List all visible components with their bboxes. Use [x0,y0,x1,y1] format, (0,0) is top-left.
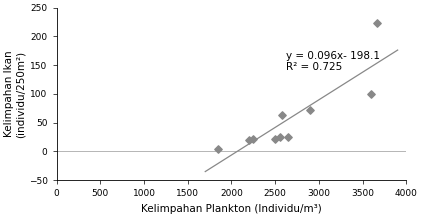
Point [373,21,380,25]
Point [279,114,286,117]
Point [307,108,314,112]
Point [276,135,283,139]
Point [215,147,222,150]
X-axis label: Kelimpahan Plankton (Individu/m³): Kelimpahan Plankton (Individu/m³) [141,204,322,214]
Point [368,92,375,96]
Point [285,135,292,139]
Point [272,137,279,141]
Text: y = 0.096x- 198.1
R² = 0.725: y = 0.096x- 198.1 R² = 0.725 [286,51,380,72]
Point [246,138,252,142]
Point [250,137,257,141]
Y-axis label: Kelimpahan Ikan
(individu/250m²): Kelimpahan Ikan (individu/250m²) [4,50,26,138]
